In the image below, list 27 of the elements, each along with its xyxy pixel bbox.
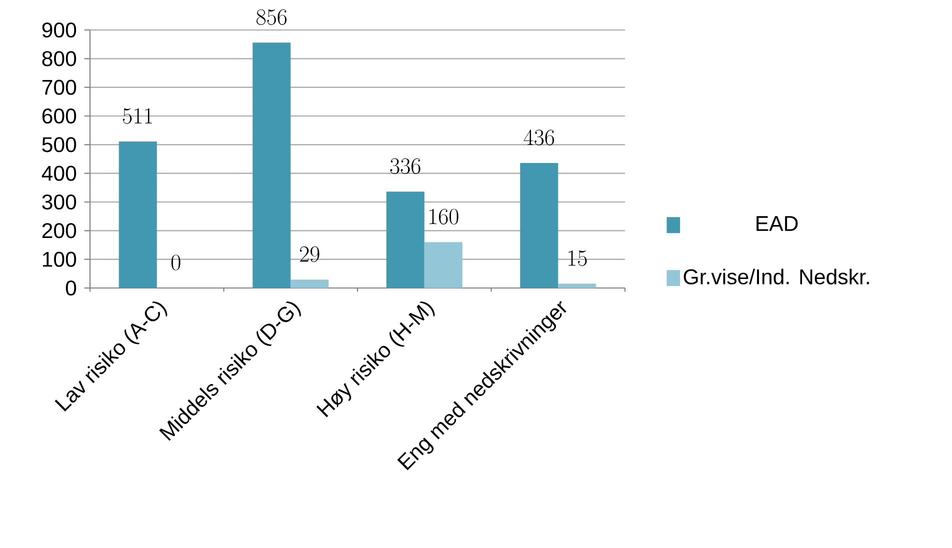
data-label: 436 bbox=[524, 130, 554, 146]
y-tick-label: 0 bbox=[66, 280, 76, 296]
data-label: 856 bbox=[256, 9, 287, 25]
y-tick-label: 700 bbox=[42, 80, 76, 95]
y-tick-label: 100 bbox=[42, 252, 76, 267]
y-tick-label: 300 bbox=[42, 194, 76, 210]
text: EAD bbox=[756, 216, 798, 231]
y-tick-label: 500 bbox=[42, 137, 76, 152]
bar bbox=[290, 280, 329, 288]
y-tick-label: 400 bbox=[42, 166, 76, 181]
data-label: 511 bbox=[122, 108, 152, 124]
data-label: 0 bbox=[171, 254, 180, 270]
data-label: 336 bbox=[390, 158, 420, 174]
bar bbox=[252, 42, 291, 288]
data-label: 29 bbox=[300, 246, 320, 262]
y-tick-label: 200 bbox=[42, 223, 76, 238]
y-tick-label: 800 bbox=[42, 51, 76, 66]
legend-label: Gr.vise/Ind. Nedskr. bbox=[684, 268, 869, 284]
bar bbox=[424, 242, 462, 288]
bar bbox=[386, 192, 424, 288]
data-label: 15 bbox=[568, 250, 587, 266]
bar bbox=[118, 142, 157, 288]
bar bbox=[558, 284, 596, 288]
data-label: 160 bbox=[430, 208, 458, 224]
y-tick-label: 900 bbox=[42, 22, 76, 38]
bar bbox=[520, 163, 558, 288]
y-tick-label: 600 bbox=[42, 108, 76, 124]
